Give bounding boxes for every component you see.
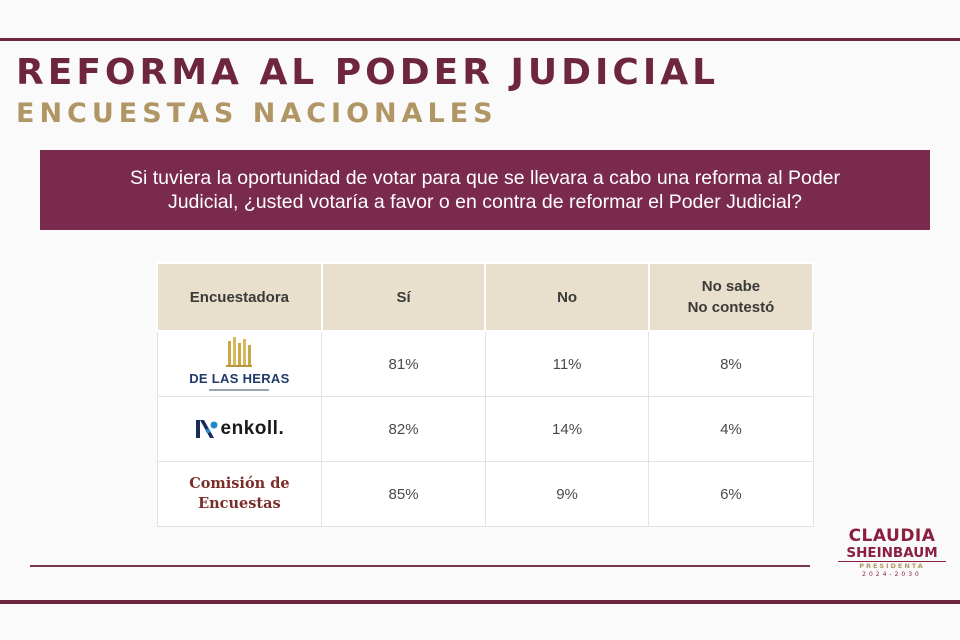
dont-know-cell: 4%	[648, 396, 814, 462]
enkoll-symbol-icon	[195, 420, 218, 438]
comision-line-2: Encuestas	[198, 495, 281, 512]
header-dont-know-line-1: No sabe	[701, 278, 761, 295]
header-dont-know-line-2: No contestó	[687, 299, 775, 316]
brand-line-3: PRESIDENTA	[838, 561, 946, 571]
top-rule	[0, 38, 960, 41]
de-las-heras-logo: DE LAS HERAS	[158, 337, 322, 391]
yes-cell: 85%	[321, 461, 486, 527]
no-cell: 11%	[484, 330, 650, 397]
dont-know-cell: 8%	[648, 330, 814, 397]
question-line-1: Si tuviera la oportunidad de votar para …	[129, 167, 841, 189]
pollster-cell: DE LAS HERAS	[156, 330, 323, 397]
header-no: No	[484, 262, 650, 332]
footer-rule	[30, 565, 810, 567]
dont-know-cell: 6%	[648, 461, 814, 527]
table-header-row: Encuestadora Sí No No sabe No contestó	[156, 262, 815, 332]
enkoll-logo-text: enkoll.	[220, 418, 285, 439]
poll-results-table: Encuestadora Sí No No sabe No contestó	[156, 262, 815, 527]
comision-de-encuestas-logo: Comisión de Encuestas	[158, 474, 322, 514]
page-title: REFORMA AL PODER JUDICIAL	[16, 52, 720, 93]
pollster-cell: Comisión de Encuestas	[156, 461, 323, 527]
claudia-sheinbaum-logo: CLAUDIA SHEINBAUM PRESIDENTA 2024-2030	[838, 528, 946, 579]
heras-logo-text: DE LAS HERAS	[189, 371, 290, 386]
yes-cell: 81%	[321, 330, 486, 397]
comision-line-1: Comisión de	[189, 475, 290, 492]
survey-question-banner: Si tuviera la oportunidad de votar para …	[40, 150, 930, 230]
no-cell: 14%	[484, 396, 650, 462]
heras-building-icon	[226, 337, 253, 367]
bottom-rule	[0, 600, 960, 604]
table-row: Comisión de Encuestas 85% 9% 6%	[156, 461, 814, 527]
heras-logo-tagline	[209, 389, 270, 391]
header-yes: Sí	[320, 262, 487, 332]
page-subtitle: ENCUESTAS NACIONALES	[16, 98, 498, 129]
brand-line-4: 2024-2030	[862, 571, 922, 578]
table-row: DE LAS HERAS 81% 11% 8%	[156, 330, 814, 397]
yes-cell: 82%	[321, 396, 486, 462]
brand-line-1: CLAUDIA	[848, 526, 936, 546]
header-dont-know: No sabe No contestó	[647, 262, 815, 332]
pollster-cell: enkoll.	[156, 396, 323, 462]
no-cell: 9%	[484, 461, 650, 527]
header-pollster: Encuestadora	[156, 262, 323, 332]
question-line-2: Judicial, ¿usted votaría a favor o en co…	[167, 191, 803, 213]
enkoll-logo: enkoll.	[158, 417, 322, 441]
table-row: enkoll. 82% 14% 4%	[156, 396, 814, 462]
brand-line-2: SHEINBAUM	[846, 545, 938, 561]
